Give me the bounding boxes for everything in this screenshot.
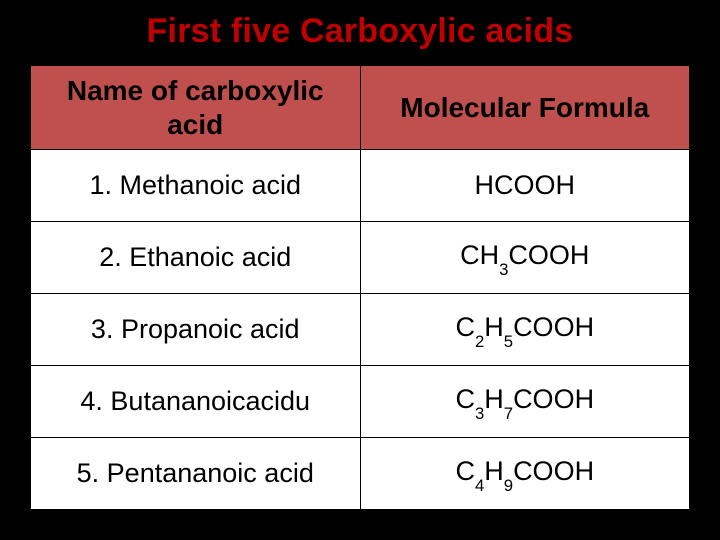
acid-name-cell: 2. Ethanoic acid [31, 222, 361, 294]
acids-table: Name of carboxylic acid Molecular Formul… [30, 65, 690, 510]
acid-formula-cell: C3H7COOH [360, 366, 690, 438]
table-row: 4. Butananoicacidu C3H7COOH [31, 366, 690, 438]
table-header-row: Name of carboxylic acid Molecular Formul… [31, 66, 690, 150]
table-body: 1. Methanoic acid HCOOH 2. Ethanoic acid… [31, 150, 690, 510]
col-header-formula: Molecular Formula [360, 66, 690, 150]
table-row: 2. Ethanoic acid CH3COOH [31, 222, 690, 294]
acid-name-cell: 3. Propanoic acid [31, 294, 361, 366]
acid-name-cell: 4. Butananoicacidu [31, 366, 361, 438]
acid-name-cell: 5. Pentananoic acid [31, 438, 361, 510]
acid-formula-cell: HCOOH [360, 150, 690, 222]
table-row: 1. Methanoic acid HCOOH [31, 150, 690, 222]
acid-formula-cell: CH3COOH [360, 222, 690, 294]
page-title: First five Carboxylic acids [30, 12, 690, 51]
acid-formula-cell: C4H9COOH [360, 438, 690, 510]
table-row: 3. Propanoic acid C2H5COOH [31, 294, 690, 366]
acid-name-cell: 1. Methanoic acid [31, 150, 361, 222]
table-row: 5. Pentananoic acid C4H9COOH [31, 438, 690, 510]
col-header-name: Name of carboxylic acid [31, 66, 361, 150]
acid-formula-cell: C2H5COOH [360, 294, 690, 366]
